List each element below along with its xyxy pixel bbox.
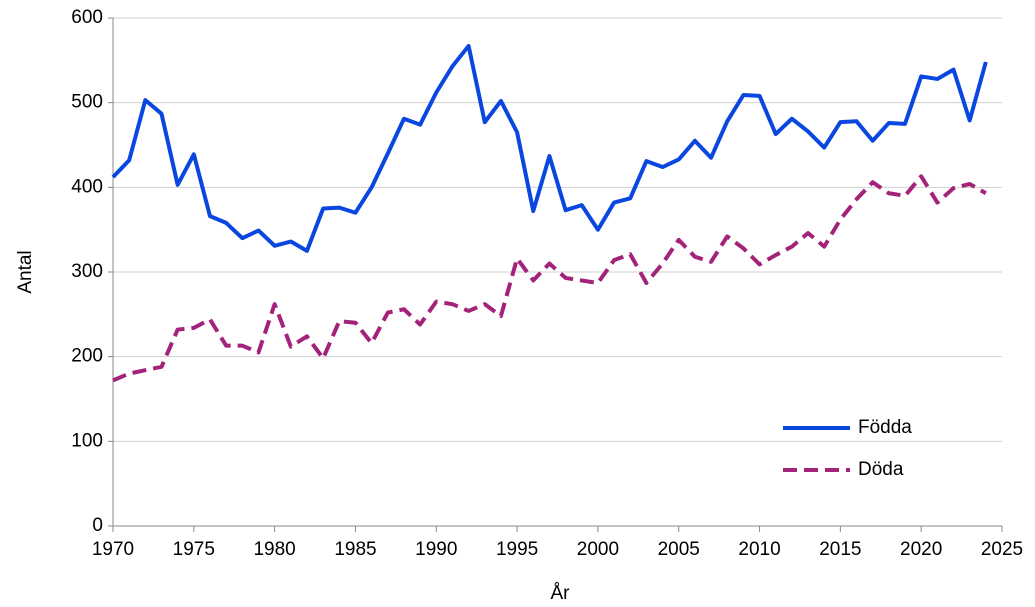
x-tick-label: 1970: [92, 539, 134, 560]
legend-label: Döda: [858, 459, 904, 480]
x-tick-label: 2020: [900, 539, 942, 560]
y-tick-label: 300: [71, 261, 103, 282]
x-axis-label: År: [551, 583, 571, 604]
x-tick-label: 2005: [658, 539, 700, 560]
y-tick-label: 500: [71, 92, 103, 113]
data-line: [112, 174, 987, 383]
y-tick-label: 100: [71, 430, 103, 451]
y-tick-label: 600: [71, 7, 103, 28]
x-tick-label: 1975: [173, 539, 215, 560]
x-tick-label: 2010: [738, 539, 780, 560]
x-tick-label: 2015: [819, 539, 861, 560]
y-axis-label: Antal: [15, 250, 36, 293]
legend-label: Födda: [858, 417, 912, 438]
y-tick-label: 200: [71, 346, 103, 367]
y-tick-label: 0: [92, 515, 103, 536]
x-tick-label: 1995: [496, 539, 538, 560]
x-tick-label: 1985: [334, 539, 376, 560]
data-line: [111, 43, 988, 253]
x-tick-label: 1980: [253, 539, 295, 560]
x-tick-label: 2000: [577, 539, 619, 560]
x-tick-label: 2025: [981, 539, 1023, 560]
x-tick-label: 1990: [415, 539, 457, 560]
y-tick-label: 400: [71, 176, 103, 197]
